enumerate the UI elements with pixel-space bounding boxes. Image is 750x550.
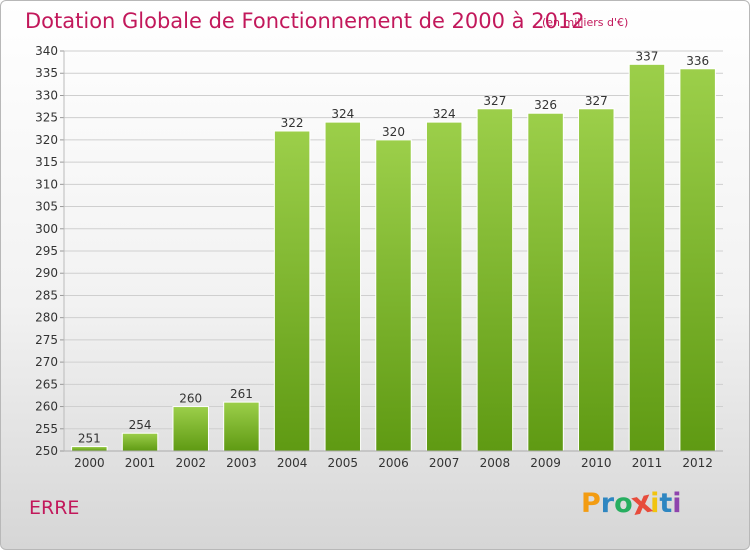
y-tick-label: 310 xyxy=(35,177,58,191)
x-tick-label: 2001 xyxy=(125,456,156,470)
x-tick-label: 2007 xyxy=(429,456,460,470)
y-tick-label: 295 xyxy=(35,244,58,258)
logo-letter: P xyxy=(581,488,601,519)
y-axis-ticks: 250 255 260 265 270 275 280 285 290 295 300 305 310 3… xyxy=(35,44,65,458)
x-tick-label: 2005 xyxy=(328,456,359,470)
y-tick-label: 335 xyxy=(35,66,58,80)
logo-letter: i xyxy=(650,488,660,519)
y-tick-label: 285 xyxy=(35,288,58,302)
y-tick-label: 280 xyxy=(35,311,58,325)
logo-letter: r xyxy=(600,488,615,519)
y-tick-label: 315 xyxy=(35,155,58,169)
y-tick-label: 305 xyxy=(35,200,58,214)
x-tick-label: 2002 xyxy=(175,456,206,470)
x-tick-label: 2008 xyxy=(480,456,511,470)
bar-2002 xyxy=(172,406,209,452)
bar-value-label: 322 xyxy=(281,116,304,130)
logo-letter: o xyxy=(614,488,633,519)
x-tick-label: 2012 xyxy=(682,456,713,470)
y-tick-label: 265 xyxy=(35,377,58,391)
x-axis-ticks: 2000 2001 2002 2003 2004 2005 2006 2007 2008 2009… xyxy=(64,450,723,470)
y-tick-label: 270 xyxy=(35,355,58,369)
bar-2003 xyxy=(223,401,260,452)
bar-2004 xyxy=(273,130,311,452)
chart-subtitle: (en milliers d'€) xyxy=(542,16,629,29)
x-tick-label: 2010 xyxy=(581,456,612,470)
bar-value-label: 324 xyxy=(331,107,354,121)
chart-title: Dotation Globale de Fonctionnement de 20… xyxy=(25,9,585,33)
y-tick-label: 290 xyxy=(35,266,58,280)
bar-2012 xyxy=(679,68,716,452)
bar-2009 xyxy=(527,112,564,452)
x-tick-label: 2000 xyxy=(74,456,105,470)
bar-2011 xyxy=(628,63,666,452)
logo-letter: t xyxy=(659,488,673,519)
proxiti-logo[interactable]: Proxiti xyxy=(581,484,682,523)
bars: 251 254 260 261 322 324 320 324 327 326 327 337 336 xyxy=(71,49,716,452)
bar-value-label: 337 xyxy=(636,49,659,63)
bar-2006 xyxy=(375,139,412,452)
x-tick-label: 2004 xyxy=(277,456,308,470)
bar-value-label: 260 xyxy=(179,392,202,406)
y-tick-label: 300 xyxy=(35,222,58,236)
commune-name: ERRE xyxy=(29,497,80,519)
x-tick-label: 2003 xyxy=(226,456,257,470)
y-tick-label: 255 xyxy=(35,422,58,436)
bar-2008 xyxy=(476,108,514,452)
bar-value-label: 254 xyxy=(129,418,152,432)
y-tick-label: 330 xyxy=(35,88,58,102)
x-tick-label: 2011 xyxy=(632,456,663,470)
bar-value-label: 326 xyxy=(534,98,557,112)
bar-2001 xyxy=(121,432,159,452)
bar-value-label: 251 xyxy=(78,432,101,446)
bar-2005 xyxy=(324,121,362,452)
bar-2000 xyxy=(71,446,108,452)
y-tick-label: 340 xyxy=(35,44,58,58)
y-tick-label: 275 xyxy=(35,333,58,347)
bar-2007 xyxy=(425,121,463,452)
y-tick-label: 320 xyxy=(35,133,58,147)
bar-value-label: 324 xyxy=(433,107,456,121)
y-tick-label: 260 xyxy=(35,400,58,414)
x-tick-label: 2006 xyxy=(378,456,409,470)
bar-value-label: 320 xyxy=(382,125,405,139)
bar-value-label: 327 xyxy=(585,94,608,108)
logo-letter: i xyxy=(672,488,682,519)
bar-value-label: 336 xyxy=(686,54,709,68)
x-tick-label: 2009 xyxy=(530,456,561,470)
bar-2010 xyxy=(578,108,615,452)
bar-value-label: 261 xyxy=(230,387,253,401)
y-tick-label: 325 xyxy=(35,111,58,125)
y-tick-label: 250 xyxy=(35,444,58,458)
bar-value-label: 327 xyxy=(483,94,506,108)
